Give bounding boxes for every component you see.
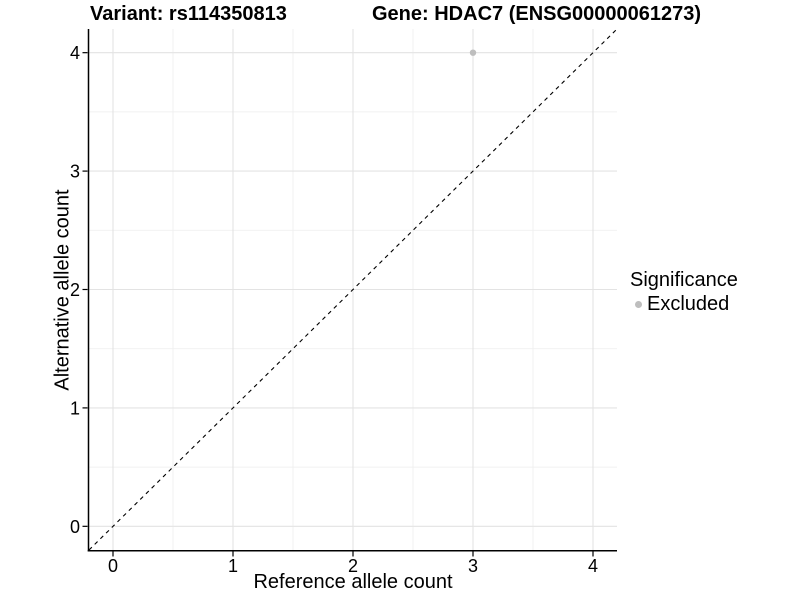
y-axis-title: Alternative allele count xyxy=(51,189,74,391)
x-tick-label: 3 xyxy=(468,556,478,576)
y-tick-label: 4 xyxy=(70,43,80,63)
x-tick-label: 1 xyxy=(228,556,238,576)
plot-title-gene: Gene: HDAC7 (ENSG00000061273) xyxy=(372,3,702,25)
x-tick-label: 2 xyxy=(348,556,358,576)
legend-key xyxy=(630,300,647,308)
x-axis-title: Reference allele count xyxy=(253,571,453,593)
y-tick-label: 3 xyxy=(70,162,80,182)
legend-item-excluded: Excluded xyxy=(630,292,738,316)
identity-line xyxy=(89,29,617,550)
legend-title: Significance xyxy=(630,269,738,291)
x-tick-label: 0 xyxy=(108,556,118,576)
y-tick-label: 2 xyxy=(70,280,80,300)
y-tick-label: 0 xyxy=(70,517,80,537)
legend-point-icon xyxy=(635,300,642,308)
legend: Significance Excluded xyxy=(630,269,738,316)
legend-item-label: Excluded xyxy=(647,292,730,315)
data-point xyxy=(469,49,477,56)
y-tick-label: 1 xyxy=(70,398,80,418)
x-tick-label: 4 xyxy=(588,556,598,576)
plot-title-variant: Variant: rs114350813 xyxy=(90,3,287,25)
